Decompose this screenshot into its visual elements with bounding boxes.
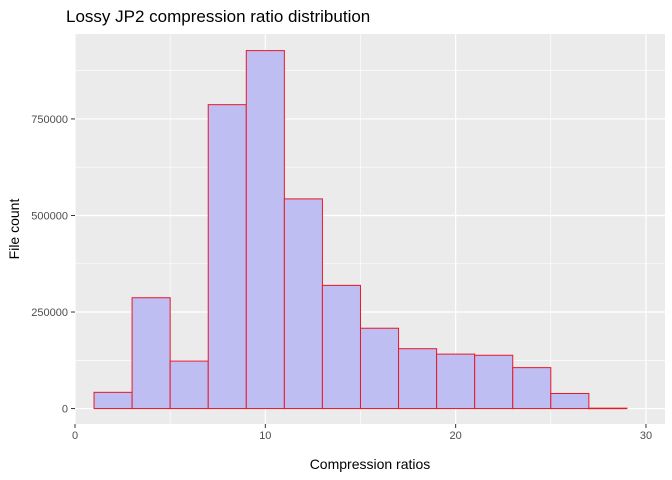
histogram-bar [588, 407, 628, 410]
histogram-bar [283, 198, 323, 410]
histogram-bar [321, 284, 361, 410]
histogram-bar [131, 297, 171, 410]
y-axis-ticks: 0 250000 500000 750000 [31, 114, 75, 416]
y-tick-label: 500000 [31, 210, 68, 222]
x-axis-title: Compression ratios [310, 456, 431, 472]
histogram-bar [398, 348, 438, 410]
y-tick-label: 0 [62, 404, 68, 416]
histogram-bar [512, 367, 552, 410]
histogram-bar [93, 391, 133, 410]
y-tick-label: 250000 [31, 307, 68, 319]
histogram-bar [550, 392, 590, 410]
histogram-bar [359, 327, 400, 410]
x-tick-label: 0 [72, 430, 78, 442]
histogram-bar [436, 353, 476, 410]
x-tick-label: 10 [259, 430, 271, 442]
histogram-bar [474, 354, 514, 410]
y-axis-title: File count [6, 199, 22, 260]
x-tick-label: 20 [450, 430, 462, 442]
x-axis-ticks: 0 10 20 30 [72, 424, 652, 442]
x-tick-label: 30 [640, 430, 652, 442]
histogram-bar [245, 50, 285, 410]
y-tick-label: 750000 [31, 114, 68, 126]
chart-title: Lossy JP2 compression ratio distribution [66, 7, 370, 26]
histogram-bar [169, 360, 209, 410]
histogram-bars [93, 50, 628, 410]
histogram-bar [207, 104, 247, 410]
